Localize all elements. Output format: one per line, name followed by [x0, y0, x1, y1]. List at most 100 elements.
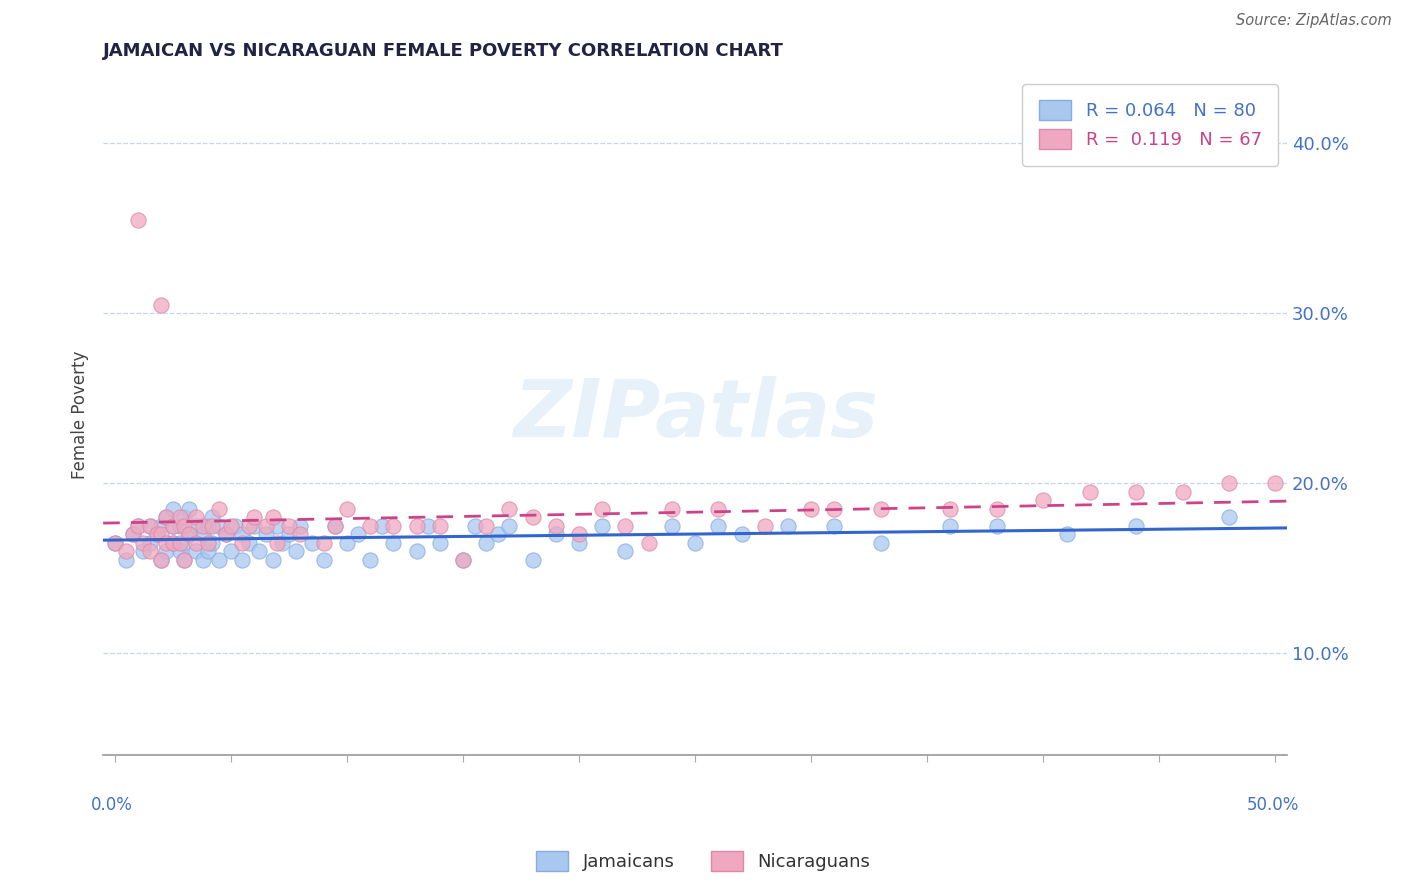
Point — [1125, 518, 1147, 533]
Point — [243, 518, 266, 533]
Point — [191, 518, 214, 533]
Point — [869, 536, 891, 550]
Point — [277, 527, 299, 541]
Point — [127, 518, 149, 533]
Point — [173, 518, 195, 533]
Point — [475, 518, 498, 533]
Point — [201, 518, 224, 533]
Point — [115, 553, 138, 567]
Text: Source: ZipAtlas.com: Source: ZipAtlas.com — [1236, 13, 1392, 29]
Point — [266, 518, 288, 533]
Point — [939, 518, 962, 533]
Point — [231, 553, 253, 567]
Point — [191, 527, 214, 541]
Point — [201, 510, 224, 524]
Point — [145, 527, 167, 541]
Point — [266, 536, 288, 550]
Point — [591, 518, 613, 533]
Point — [169, 536, 191, 550]
Point — [464, 518, 486, 533]
Point — [800, 501, 823, 516]
Point — [544, 518, 567, 533]
Point — [359, 518, 381, 533]
Point — [568, 536, 591, 550]
Text: ZIPatlas: ZIPatlas — [513, 376, 877, 454]
Point — [370, 518, 392, 533]
Point — [614, 544, 637, 558]
Point — [568, 527, 591, 541]
Point — [224, 518, 246, 533]
Point — [418, 518, 440, 533]
Point — [184, 510, 207, 524]
Point — [208, 501, 231, 516]
Point — [197, 518, 219, 533]
Point — [127, 518, 149, 533]
Point — [869, 501, 891, 516]
Point — [498, 518, 520, 533]
Point — [754, 518, 776, 533]
Point — [254, 527, 277, 541]
Point — [184, 518, 207, 533]
Y-axis label: Female Poverty: Female Poverty — [72, 351, 89, 480]
Point — [823, 518, 845, 533]
Point — [104, 536, 127, 550]
Point — [405, 518, 427, 533]
Point — [155, 544, 177, 558]
Point — [1125, 484, 1147, 499]
Point — [284, 544, 307, 558]
Point — [215, 527, 238, 541]
Point — [173, 536, 195, 550]
Point — [1218, 476, 1240, 491]
Point — [451, 553, 474, 567]
Point — [336, 536, 359, 550]
Point — [155, 510, 177, 524]
Point — [614, 518, 637, 533]
Point — [270, 536, 292, 550]
Point — [359, 553, 381, 567]
Point — [1218, 510, 1240, 524]
Point — [290, 518, 312, 533]
Point — [637, 536, 659, 550]
Point — [131, 544, 153, 558]
Point — [730, 527, 752, 541]
Point — [323, 518, 346, 533]
Point — [197, 536, 219, 550]
Point — [1056, 527, 1078, 541]
Point — [169, 544, 191, 558]
Point — [429, 518, 451, 533]
Point — [173, 553, 195, 567]
Point — [150, 553, 173, 567]
Point — [131, 536, 153, 550]
Point — [177, 527, 200, 541]
Point — [486, 527, 509, 541]
Point — [661, 518, 683, 533]
Text: 50.0%: 50.0% — [1247, 797, 1299, 814]
Point — [312, 553, 335, 567]
Point — [382, 536, 405, 550]
Point — [169, 518, 191, 533]
Point — [162, 501, 184, 516]
Point — [115, 544, 138, 558]
Point — [1078, 484, 1101, 499]
Point — [145, 527, 167, 541]
Point — [231, 536, 253, 550]
Point — [138, 536, 160, 550]
Point — [122, 527, 145, 541]
Point — [254, 518, 277, 533]
Point — [169, 510, 191, 524]
Point — [776, 518, 799, 533]
Point — [347, 527, 370, 541]
Point — [262, 553, 284, 567]
Point — [208, 553, 231, 567]
Legend: R = 0.064   N = 80, R =  0.119   N = 67: R = 0.064 N = 80, R = 0.119 N = 67 — [1022, 84, 1278, 166]
Point — [290, 527, 312, 541]
Point — [451, 553, 474, 567]
Point — [336, 501, 359, 516]
Point — [104, 536, 127, 550]
Point — [184, 544, 207, 558]
Point — [138, 518, 160, 533]
Point — [301, 536, 323, 550]
Point — [177, 501, 200, 516]
Point — [155, 510, 177, 524]
Point — [823, 501, 845, 516]
